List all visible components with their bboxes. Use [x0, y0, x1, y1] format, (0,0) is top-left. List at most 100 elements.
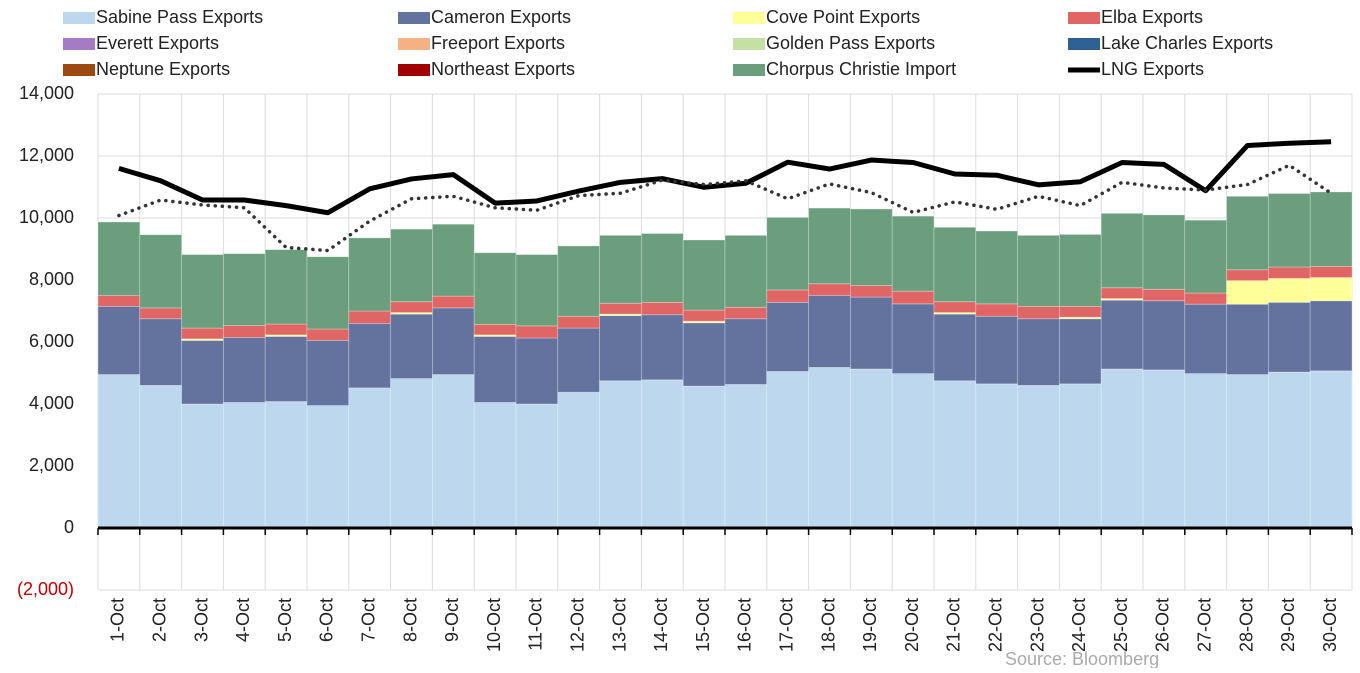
- bar-segment: [390, 228, 433, 303]
- bar-segment: [557, 391, 600, 529]
- bar-segment: [1059, 318, 1102, 385]
- legend-swatch: [1068, 38, 1100, 50]
- bar-segment: [1226, 195, 1269, 271]
- bar-segment: [641, 314, 684, 381]
- legend-label: Lake Charles Exports: [1101, 33, 1273, 53]
- bar-segment: [557, 315, 600, 329]
- x-tick-label: 29-Oct: [1278, 598, 1298, 652]
- bar-segment: [724, 234, 768, 308]
- legend-label: Elba Exports: [1101, 7, 1203, 27]
- legend-swatch: [398, 64, 430, 76]
- bar-segment: [891, 215, 935, 292]
- line: [118, 139, 1332, 216]
- bar-segment: [850, 296, 893, 370]
- bar-segment: [1268, 266, 1311, 279]
- bar-segment: [139, 318, 183, 386]
- legend-swatch: [63, 64, 95, 76]
- bar-segment: [1184, 303, 1228, 375]
- x-tick-label: 14-Oct: [651, 598, 671, 652]
- legend-label: Neptune Exports: [96, 59, 230, 79]
- legend-swatch: [733, 38, 765, 50]
- legend-swatch: [733, 12, 765, 24]
- bar-segment: [139, 384, 183, 529]
- legend-swatch: [63, 38, 95, 50]
- bar-segment: [390, 301, 433, 313]
- bar-segment: [181, 327, 224, 340]
- bar-segment: [473, 252, 517, 325]
- legend-label: Sabine Pass Exports: [96, 7, 263, 27]
- bar-segment: [348, 322, 391, 389]
- x-tick-label: 21-Oct: [944, 598, 964, 652]
- legend-label: Northeast Exports: [431, 59, 575, 79]
- bar-segment: [599, 315, 642, 382]
- x-tick-label: 19-Oct: [860, 598, 880, 652]
- bar-segment: [1268, 301, 1311, 373]
- x-tick-label: 17-Oct: [776, 598, 796, 652]
- bar-segment: [808, 283, 851, 296]
- bar-segment: [264, 401, 308, 529]
- bar-segment: [306, 256, 350, 330]
- x-tick-label: 20-Oct: [902, 598, 922, 652]
- x-tick-label: 28-Oct: [1236, 598, 1256, 652]
- bar-segment: [97, 374, 141, 529]
- bar-segment: [891, 303, 935, 375]
- legend-swatch: [1068, 12, 1100, 24]
- bar-segment: [264, 249, 308, 325]
- bar-segment: [808, 367, 851, 529]
- x-tick-label: 11-Oct: [526, 598, 546, 651]
- bar-segment: [1309, 265, 1353, 278]
- bar-segment: [1184, 219, 1228, 294]
- y-tick-label: 6,000: [29, 331, 74, 351]
- x-tick-label: 8-Oct: [400, 598, 420, 642]
- bar-segment: [1017, 318, 1060, 386]
- bar-segment: [97, 295, 141, 307]
- bar-segment: [1100, 299, 1144, 370]
- legend-swatch: [398, 12, 430, 24]
- x-tick-label: 4-Oct: [233, 598, 253, 642]
- bar-segment: [1184, 292, 1228, 305]
- bar-segment: [1059, 234, 1102, 307]
- bar-segment: [682, 309, 726, 322]
- bar-segment: [682, 322, 726, 387]
- bar-segment: [766, 216, 809, 291]
- bar-segment: [975, 383, 1018, 529]
- bar-segment: [264, 336, 308, 402]
- bar-segment: [724, 306, 768, 320]
- bar-segment: [766, 289, 809, 303]
- bar-segment: [641, 379, 684, 529]
- bar-segment: [306, 405, 350, 529]
- x-tick-label: 12-Oct: [567, 598, 587, 652]
- bar-segment: [1017, 384, 1060, 529]
- x-tick-label: 16-Oct: [735, 598, 755, 652]
- x-tick-label: 30-Oct: [1320, 598, 1340, 652]
- x-tick-label: 13-Oct: [609, 598, 629, 652]
- bar-segment: [390, 313, 433, 379]
- bar-segment: [975, 230, 1018, 305]
- bar-segment: [431, 223, 475, 297]
- bar-segment: [1226, 303, 1269, 375]
- legend-label: Cameron Exports: [431, 7, 571, 27]
- bar-segment: [557, 327, 600, 393]
- bar-segment: [1309, 370, 1353, 529]
- bar-segment: [808, 295, 851, 368]
- y-tick-label: 8,000: [29, 269, 74, 289]
- bar-segment: [891, 373, 935, 529]
- bar-segment: [515, 337, 559, 405]
- bar-segment: [473, 336, 517, 403]
- bar-segment: [431, 295, 475, 309]
- bar-segment: [682, 239, 726, 311]
- bar-segment: [97, 221, 141, 296]
- x-tick-label: 6-Oct: [317, 598, 337, 642]
- bar-segment: [306, 328, 350, 341]
- bar-segment: [222, 402, 266, 529]
- y-tick-label: 14,000: [19, 83, 74, 103]
- x-tick-label: 5-Oct: [275, 598, 295, 642]
- bar-segment: [1184, 373, 1228, 529]
- x-tick-label: 18-Oct: [818, 598, 838, 652]
- bar-segment: [1268, 371, 1311, 529]
- bar-segment: [1226, 374, 1269, 529]
- bar-segment: [975, 303, 1018, 317]
- bar-segment: [348, 387, 391, 529]
- x-tick-label: 23-Oct: [1027, 598, 1047, 652]
